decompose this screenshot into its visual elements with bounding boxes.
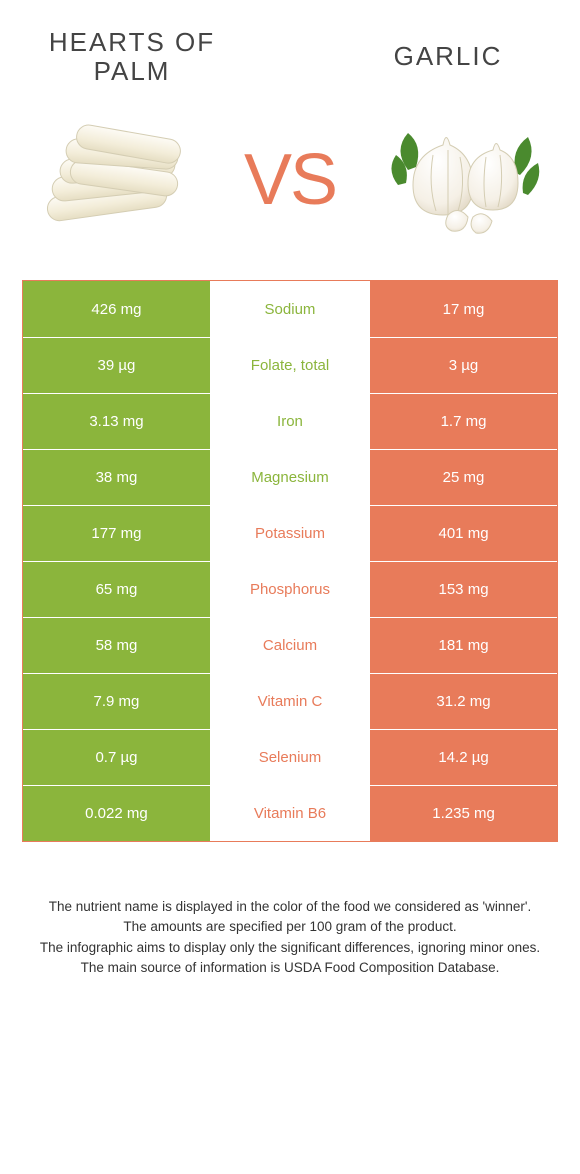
note-line: The main source of information is USDA F… [32, 958, 548, 978]
table-row: 38 mgMagnesium25 mg [23, 449, 557, 505]
food-right-title: Garlic [348, 42, 548, 71]
value-right: 14.2 µg [370, 730, 557, 785]
nutrient-label: Magnesium [210, 450, 370, 505]
note-line: The nutrient name is displayed in the co… [32, 897, 548, 917]
nutrient-label: Calcium [210, 618, 370, 673]
value-right: 3 µg [370, 338, 557, 393]
nutrient-label: Potassium [210, 506, 370, 561]
header-titles: Hearts of Palm Garlic [22, 18, 558, 85]
value-left: 426 mg [23, 281, 210, 337]
table-row: 0.022 mgVitamin B61.235 mg [23, 785, 557, 841]
table-row: 65 mgPhosphorus153 mg [23, 561, 557, 617]
hearts-of-palm-icon [32, 110, 197, 250]
value-left: 0.7 µg [23, 730, 210, 785]
nutrient-label: Sodium [210, 281, 370, 337]
nutrient-label: Iron [210, 394, 370, 449]
value-right: 17 mg [370, 281, 557, 337]
note-line: The infographic aims to display only the… [32, 938, 548, 958]
nutrient-label: Phosphorus [210, 562, 370, 617]
value-left: 65 mg [23, 562, 210, 617]
value-left: 58 mg [23, 618, 210, 673]
value-right: 25 mg [370, 450, 557, 505]
table-row: 3.13 mgIron1.7 mg [23, 393, 557, 449]
value-left: 38 mg [23, 450, 210, 505]
value-left: 0.022 mg [23, 786, 210, 841]
value-right: 401 mg [370, 506, 557, 561]
value-right: 181 mg [370, 618, 557, 673]
table-row: 7.9 mgVitamin C31.2 mg [23, 673, 557, 729]
table-row: 39 µgFolate, total3 µg [23, 337, 557, 393]
food-left-title: Hearts of Palm [32, 28, 232, 85]
vs-label: VS [244, 139, 336, 221]
value-left: 7.9 mg [23, 674, 210, 729]
value-right: 153 mg [370, 562, 557, 617]
nutrient-label: Vitamin C [210, 674, 370, 729]
nutrient-label: Folate, total [210, 338, 370, 393]
value-left: 3.13 mg [23, 394, 210, 449]
infographic-container: Hearts of Palm Garlic [0, 0, 580, 1174]
table-row: 177 mgPotassium401 mg [23, 505, 557, 561]
nutrient-label: Selenium [210, 730, 370, 785]
value-left: 39 µg [23, 338, 210, 393]
notes-section: The nutrient name is displayed in the co… [22, 897, 558, 978]
note-line: The amounts are specified per 100 gram o… [32, 917, 548, 937]
images-row: VS [22, 110, 558, 250]
value-right: 1.235 mg [370, 786, 557, 841]
table-row: 58 mgCalcium181 mg [23, 617, 557, 673]
nutrient-table: 426 mgSodium17 mg39 µgFolate, total3 µg3… [22, 280, 558, 842]
nutrient-label: Vitamin B6 [210, 786, 370, 841]
value-left: 177 mg [23, 506, 210, 561]
table-row: 426 mgSodium17 mg [23, 281, 557, 337]
value-right: 31.2 mg [370, 674, 557, 729]
value-right: 1.7 mg [370, 394, 557, 449]
table-row: 0.7 µgSelenium14.2 µg [23, 729, 557, 785]
garlic-icon [383, 110, 548, 250]
